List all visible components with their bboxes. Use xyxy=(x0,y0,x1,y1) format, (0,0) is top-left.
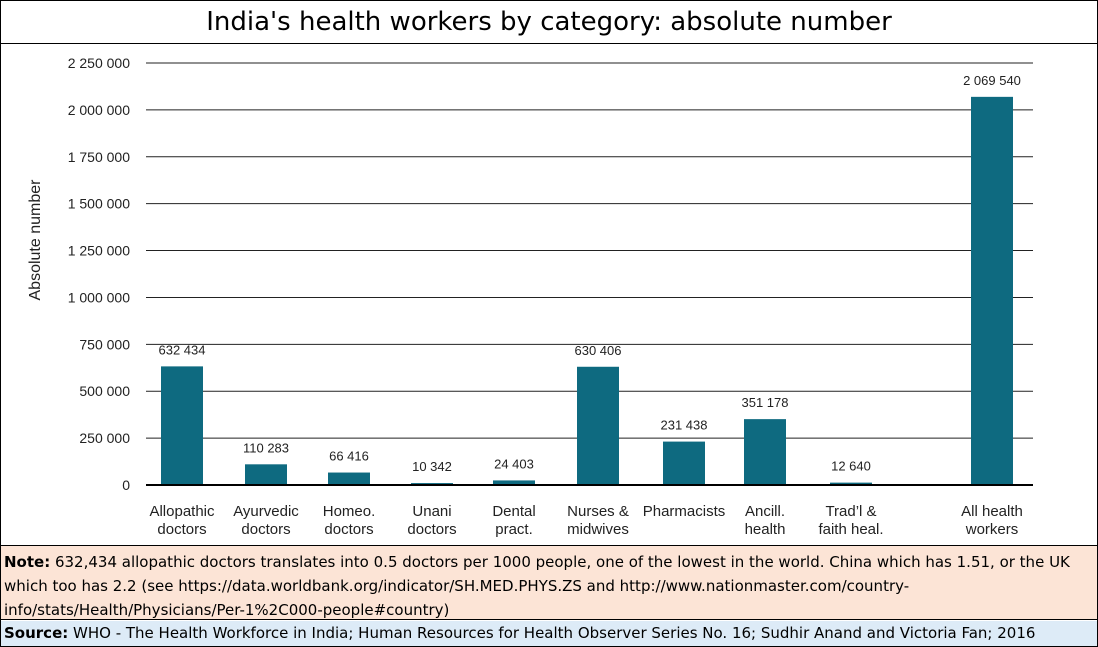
y-tick-label: 2 250 000 xyxy=(68,55,130,71)
y-tick-label: 1 500 000 xyxy=(68,196,130,212)
x-tick-label: Pharmacists xyxy=(643,503,726,520)
x-tick-label: doctors xyxy=(324,521,373,538)
bar xyxy=(328,472,370,485)
bar xyxy=(245,464,287,485)
data-label: 110 283 xyxy=(243,440,289,455)
note-label: Note: xyxy=(4,553,51,571)
data-label: 10 342 xyxy=(412,459,452,474)
y-tick-label: 1 000 000 xyxy=(68,289,130,305)
x-tick-label: Allopathic xyxy=(149,503,215,520)
x-tick-label: health xyxy=(745,521,786,538)
bar xyxy=(971,96,1013,485)
data-label: 2 069 540 xyxy=(963,73,1021,88)
x-tick-label: Dental xyxy=(492,503,535,520)
y-tick-label: 1 250 000 xyxy=(68,243,130,259)
note-text: 632,434 allopathic doctors translates in… xyxy=(4,553,1070,619)
y-axis-label: Absolute number xyxy=(27,179,44,301)
x-tick-label: Ayurvedic xyxy=(233,503,299,520)
x-tick-label: All health xyxy=(961,503,1023,520)
source-label: Source: xyxy=(4,624,69,642)
data-label: 351 178 xyxy=(742,395,789,410)
data-label: 630 406 xyxy=(575,343,622,358)
y-tick-label: 750 000 xyxy=(79,336,130,352)
data-label: 24 403 xyxy=(494,456,534,471)
x-tick-label: Trad’l & xyxy=(825,503,876,520)
x-tick-label: pract. xyxy=(495,521,533,538)
x-tick-label: Homeo. xyxy=(323,503,376,520)
x-tick-label: Unani xyxy=(412,503,451,520)
chart-title: India's health workers by category: abso… xyxy=(1,1,1097,44)
bar xyxy=(663,441,705,485)
bar xyxy=(744,419,786,485)
note-box: Note: 632,434 allopathic doctors transla… xyxy=(1,545,1097,620)
x-tick-label: doctors xyxy=(241,521,290,538)
y-tick-label: 500 000 xyxy=(79,383,130,399)
y-tick-label: 1 750 000 xyxy=(68,149,130,165)
y-tick-label: 0 xyxy=(122,477,130,493)
x-tick-label: Ancill. xyxy=(745,503,785,520)
x-tick-label: faith heal. xyxy=(818,521,883,538)
x-tick-label: workers xyxy=(965,521,1019,538)
bar-chart: 0 250 000 500 000 750 000 1 000 000 1 250 000… xyxy=(27,55,1033,538)
bar xyxy=(161,366,203,485)
bar xyxy=(493,480,535,485)
source-text: WHO - The Health Workforce in India; Hum… xyxy=(68,624,1036,642)
data-label: 12 640 xyxy=(831,459,871,474)
x-tick-label: midwives xyxy=(567,521,629,538)
bar xyxy=(577,366,619,485)
data-label: 231 438 xyxy=(661,418,708,433)
data-label: 632 434 xyxy=(159,342,206,357)
source-box: Source: WHO - The Health Workforce in In… xyxy=(1,621,1097,646)
data-label: 66 416 xyxy=(329,449,369,464)
x-tick-label: Nurses & xyxy=(567,503,629,520)
x-tick-label: doctors xyxy=(407,521,456,538)
bar xyxy=(830,482,872,485)
y-tick-label: 2 000 000 xyxy=(68,102,130,118)
x-tick-label: doctors xyxy=(157,521,206,538)
y-tick-label: 250 000 xyxy=(79,430,130,446)
